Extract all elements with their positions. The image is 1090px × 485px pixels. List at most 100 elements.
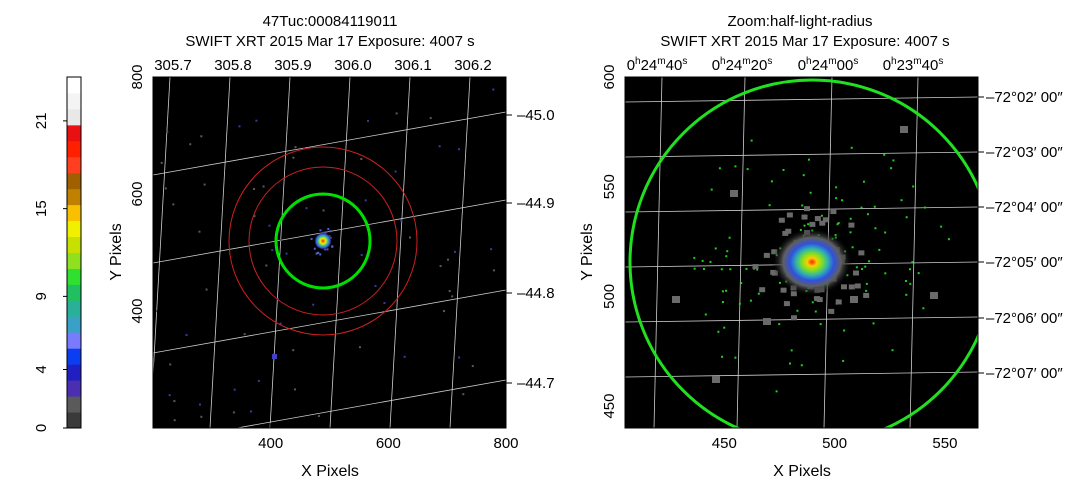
right-count bbox=[912, 185, 915, 188]
right-xtick-label: 450 bbox=[712, 435, 737, 452]
right-gray-count bbox=[790, 291, 797, 297]
left-count bbox=[265, 264, 268, 267]
right-gray-count bbox=[759, 287, 766, 293]
left-count bbox=[294, 146, 297, 149]
right-count bbox=[750, 139, 753, 142]
right-ylabel: Y Pixels bbox=[579, 223, 596, 281]
right-count bbox=[905, 293, 908, 296]
right-grid-ra bbox=[653, 77, 663, 428]
colorbar-swatch bbox=[67, 412, 81, 429]
left-top-tick-label: 306.0 bbox=[334, 57, 372, 74]
colorbar-swatch bbox=[67, 220, 81, 238]
right-count bbox=[820, 214, 823, 217]
left-right-tick-label: –45.0 bbox=[517, 107, 555, 124]
right-count bbox=[778, 323, 781, 326]
right-gray-count bbox=[848, 222, 855, 228]
left-grid-ra bbox=[389, 77, 411, 428]
right-count bbox=[790, 349, 793, 352]
colorbar-swatch bbox=[67, 236, 81, 253]
left-xtick-label: 800 bbox=[493, 435, 518, 452]
right-frame bbox=[624, 76, 979, 429]
left-count bbox=[169, 363, 172, 366]
right-count bbox=[855, 266, 858, 269]
colorbar-swatch bbox=[67, 92, 81, 110]
right-count bbox=[884, 231, 887, 234]
left-core-count bbox=[317, 251, 320, 254]
colorbar-swatch bbox=[67, 156, 81, 174]
left-grid-dec bbox=[153, 289, 506, 354]
right-grid-dec bbox=[625, 316, 978, 323]
right-count bbox=[800, 364, 803, 367]
right-count bbox=[728, 236, 731, 239]
right-count bbox=[861, 268, 864, 271]
colorbar bbox=[66, 76, 82, 429]
left-count bbox=[294, 388, 297, 391]
left-count bbox=[395, 112, 398, 115]
right-count bbox=[809, 191, 812, 194]
left-count bbox=[394, 170, 397, 173]
left-count bbox=[400, 219, 403, 222]
right-count bbox=[734, 356, 737, 359]
left-count bbox=[198, 230, 201, 233]
right-count bbox=[726, 250, 729, 253]
left-count bbox=[358, 346, 361, 349]
right-count bbox=[873, 205, 876, 208]
right-count bbox=[802, 174, 805, 177]
right-count bbox=[940, 225, 943, 228]
right-count bbox=[740, 282, 743, 285]
left-count bbox=[200, 135, 203, 138]
right-gray-count bbox=[790, 315, 797, 321]
left-count bbox=[471, 365, 474, 368]
right-gray-count bbox=[752, 264, 759, 270]
right-count bbox=[714, 247, 717, 250]
left-top-tick-label: 305.8 bbox=[214, 57, 252, 74]
right-count bbox=[860, 206, 863, 209]
right-count bbox=[720, 268, 723, 271]
right-gray-count bbox=[730, 190, 738, 197]
right-count bbox=[745, 267, 748, 270]
right-ytick-label: 600 bbox=[601, 64, 618, 89]
right-count bbox=[842, 359, 845, 362]
left-count bbox=[360, 254, 363, 257]
right-count bbox=[811, 301, 814, 304]
right-gray-count bbox=[850, 296, 858, 303]
colorbar-swatch bbox=[67, 284, 81, 301]
right-count bbox=[850, 146, 853, 149]
right-gray-count bbox=[863, 292, 870, 298]
right-count bbox=[841, 199, 844, 202]
right-top-tick-label: 0h23m40s bbox=[883, 56, 944, 74]
colorbar-tick-label: 9 bbox=[33, 292, 50, 300]
colorbar-tick-label: 0 bbox=[33, 424, 50, 432]
colorbar-swatch bbox=[67, 77, 81, 94]
left-count bbox=[243, 333, 246, 336]
colorbar-ticks: 0 4 9 15 21 bbox=[33, 113, 67, 432]
left-count bbox=[403, 355, 406, 358]
right-count bbox=[775, 390, 778, 393]
left-subtitle: SWIFT XRT 2015 Mar 17 Exposure: 4007 s bbox=[185, 33, 474, 50]
right-count bbox=[909, 282, 912, 285]
right-gray-count bbox=[763, 252, 770, 258]
right-count bbox=[788, 362, 791, 365]
left-core-count bbox=[327, 227, 330, 230]
left-count bbox=[253, 188, 256, 191]
left-count bbox=[189, 143, 192, 146]
left-right-tick-label: –44.7 bbox=[517, 375, 555, 392]
left-count bbox=[374, 284, 377, 287]
left-count bbox=[279, 322, 282, 325]
right-ytick-label: 550 bbox=[601, 174, 618, 199]
colorbar-swatch bbox=[67, 300, 81, 317]
right-gray-count bbox=[809, 221, 816, 227]
left-count bbox=[232, 411, 235, 414]
right-subtitle: SWIFT XRT 2015 Mar 17 Exposure: 4007 s bbox=[660, 33, 949, 50]
right-right-tick-label: –72°05′ 00″ bbox=[986, 254, 1063, 271]
right-count bbox=[868, 260, 871, 263]
right-count bbox=[883, 153, 886, 156]
left-xtick-label: 400 bbox=[258, 435, 283, 452]
right-ytick-label: 450 bbox=[601, 394, 618, 419]
left-right-tick-label: –44.9 bbox=[517, 195, 555, 212]
left-count bbox=[173, 400, 176, 403]
right-count bbox=[725, 289, 728, 292]
left-count bbox=[303, 147, 306, 150]
right-grid-dec bbox=[625, 206, 978, 213]
right-ytick-label: 500 bbox=[601, 284, 618, 309]
